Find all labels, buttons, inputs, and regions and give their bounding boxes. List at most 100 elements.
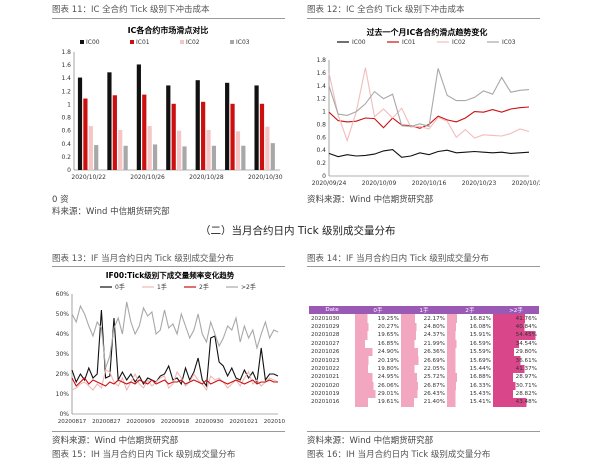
fig11-legend: IC00 IC01 IC02 IC03 xyxy=(80,39,250,46)
bar xyxy=(195,80,200,170)
bar xyxy=(123,145,128,170)
series-line xyxy=(71,301,279,369)
fig12-lines: 2020/09/24 2020/10/09 2020/10/16 2020/10/23… xyxy=(312,67,540,187)
bar xyxy=(152,144,158,170)
series-line xyxy=(328,149,530,158)
y-tick-label: 0.6 xyxy=(61,128,71,135)
table-value-cell: 34.54% xyxy=(493,339,539,348)
y-tick-label: 1.8 xyxy=(61,49,71,56)
table-value-cell: 41.37% xyxy=(493,364,539,374)
x-tick-label: 2020/10/30 xyxy=(248,174,283,181)
fig12-chart: 过去一个月IC各合约滑点趋势变化 IC00 IC01 IC02 IC03 0 0.2 0.… xyxy=(312,27,540,187)
x-tick-label: 2020/10/23 xyxy=(462,180,497,187)
table-value-cell: 19.80% xyxy=(355,364,401,374)
x-tick-label: 2020/10/22 xyxy=(71,174,106,181)
table-value-cell: 15.43% xyxy=(447,389,493,399)
x-tick-label: 20200918 xyxy=(161,419,190,425)
table-value-cell: 16.59% xyxy=(447,339,493,348)
x-tick-label: 2020/10/28 xyxy=(189,174,224,181)
table-value-cell: 19.65% xyxy=(355,331,401,340)
y-tick-label: 40% xyxy=(56,331,70,338)
fig11-rule xyxy=(52,18,285,19)
legend-label: IC01 xyxy=(136,39,150,46)
series-line xyxy=(328,67,530,143)
fig13-caption: 图表 13：IF 当月合约日内 Tick 级别成交量分布 xyxy=(52,254,234,264)
x-tick-label: 2020/10/26 xyxy=(130,174,165,181)
table-value-cell: 15.91% xyxy=(447,331,493,340)
legend-label: 0手 xyxy=(115,283,125,291)
bar xyxy=(225,82,230,170)
table-date-cell: 20201022 xyxy=(311,365,340,372)
legend-label: IC02 xyxy=(452,39,466,46)
fig14-table: Date 0手 1手 2手 >2手 20201030 19.25% 22.17% 16.82%… xyxy=(309,306,539,407)
table-row: 20201019 29.01% 26.43% 15.43% 28.82% xyxy=(309,389,539,399)
y-tick-label: 0.8 xyxy=(61,115,71,122)
bar xyxy=(118,130,123,170)
table-header-cell: 1手 xyxy=(401,306,447,315)
bar xyxy=(259,103,265,170)
table-value-cell: 22.17% xyxy=(401,314,447,323)
y-tick-label: 1.6 xyxy=(61,62,71,69)
fig14-table-wrap: Date 0手 1手 2手 >2手 20201030 19.25% 22.17% 16.82%… xyxy=(309,306,539,407)
x-tick-label: 20200909 xyxy=(126,419,155,425)
y-tick-label: 0.8 xyxy=(316,121,326,128)
y-tick-label: 20% xyxy=(56,371,70,378)
fig11-chart: IC各合约市场滑点对比 IC00 IC01 IC02 IC03 0 0.2 0.4 0.6 0… xyxy=(61,25,283,181)
table-date-cell: 20201028 xyxy=(311,332,340,339)
table-value-cell: 24.37% xyxy=(401,331,447,340)
fig16-caption-partial: 图表 16：IH 当月合约日内 Tick 级别成交量分布 xyxy=(307,450,491,460)
fig15-caption-partial: 图表 15：IH 当月合约日内 Tick 级别成交量分布 xyxy=(52,450,236,460)
legend-label: >2手 xyxy=(241,283,256,291)
legend-swatch xyxy=(180,40,184,44)
table-value-cell: 25.72% xyxy=(401,373,447,382)
legend-label: 2手 xyxy=(199,283,209,291)
table-date-cell: 20201021 xyxy=(311,374,340,381)
y-tick-label: 10% xyxy=(56,391,70,398)
legend-label: IC02 xyxy=(186,39,200,46)
fig14-source: 资料来源：Wind 中信期货研究部 xyxy=(307,436,434,446)
x-tick-label: 20200817 xyxy=(58,419,87,425)
table-value-cell: 40.84% xyxy=(493,322,539,332)
table-value-cell: 43.48% xyxy=(493,398,539,407)
table-header-cell: 0手 xyxy=(355,306,401,315)
y-tick-label: 0 xyxy=(67,167,71,174)
y-tick-label: 1 xyxy=(322,109,326,116)
bar xyxy=(107,72,112,170)
table-header-cell: 2手 xyxy=(447,306,493,315)
y-tick-label: 50% xyxy=(56,311,70,318)
table-header-cell: Date xyxy=(309,306,355,315)
table-value-cell: 36.61% xyxy=(493,356,539,365)
table-value-cell: 16.88% xyxy=(447,373,493,382)
table-date-cell: 20201019 xyxy=(311,391,340,398)
y-tick-label: 1.4 xyxy=(316,83,326,90)
table-value-cell: 16.85% xyxy=(355,339,401,348)
table-row: 20201020 26.06% 26.87% 16.33% 30.71% xyxy=(309,381,539,390)
bar xyxy=(270,143,275,170)
table-value-cell: 24.90% xyxy=(355,347,401,357)
legend-swatch xyxy=(80,40,84,44)
series-line xyxy=(328,68,530,128)
y-tick-label: 0% xyxy=(59,411,69,418)
table-value-cell: 16.82% xyxy=(447,314,493,323)
table-value-cell: 21.40% xyxy=(401,398,447,407)
fig13-bottom-rule xyxy=(52,431,285,432)
y-tick-label: 30% xyxy=(56,351,70,358)
x-tick-label: 20200930 xyxy=(195,419,224,425)
legend-label: IC00 xyxy=(352,39,366,46)
table-value-cell: 15.44% xyxy=(447,364,493,374)
table-value-cell: 26.43% xyxy=(401,389,447,399)
y-tick-label: 0.2 xyxy=(316,160,326,167)
table-value-cell: 28.97% xyxy=(493,373,539,382)
y-tick-label: 1.4 xyxy=(61,75,71,82)
table-value-cell: 15.59% xyxy=(447,347,493,357)
bar xyxy=(83,98,88,170)
bar xyxy=(147,126,152,170)
x-tick-label: 2020/09/24 xyxy=(312,180,347,187)
table-value-cell: 24.80% xyxy=(401,322,447,332)
fig12-chart-title: 过去一个月IC各合约滑点趋势变化 xyxy=(367,27,488,37)
bar xyxy=(136,64,141,170)
bar xyxy=(230,103,235,170)
table-row: 20201026 24.90% 26.36% 15.59% 29.80% xyxy=(309,347,539,357)
legend-swatch xyxy=(230,40,234,44)
fig13-chart: IF00:Tick级别下成交量频率变化趋势 0手 1手 2手 >2手 0% 10% 20%… xyxy=(56,270,285,425)
